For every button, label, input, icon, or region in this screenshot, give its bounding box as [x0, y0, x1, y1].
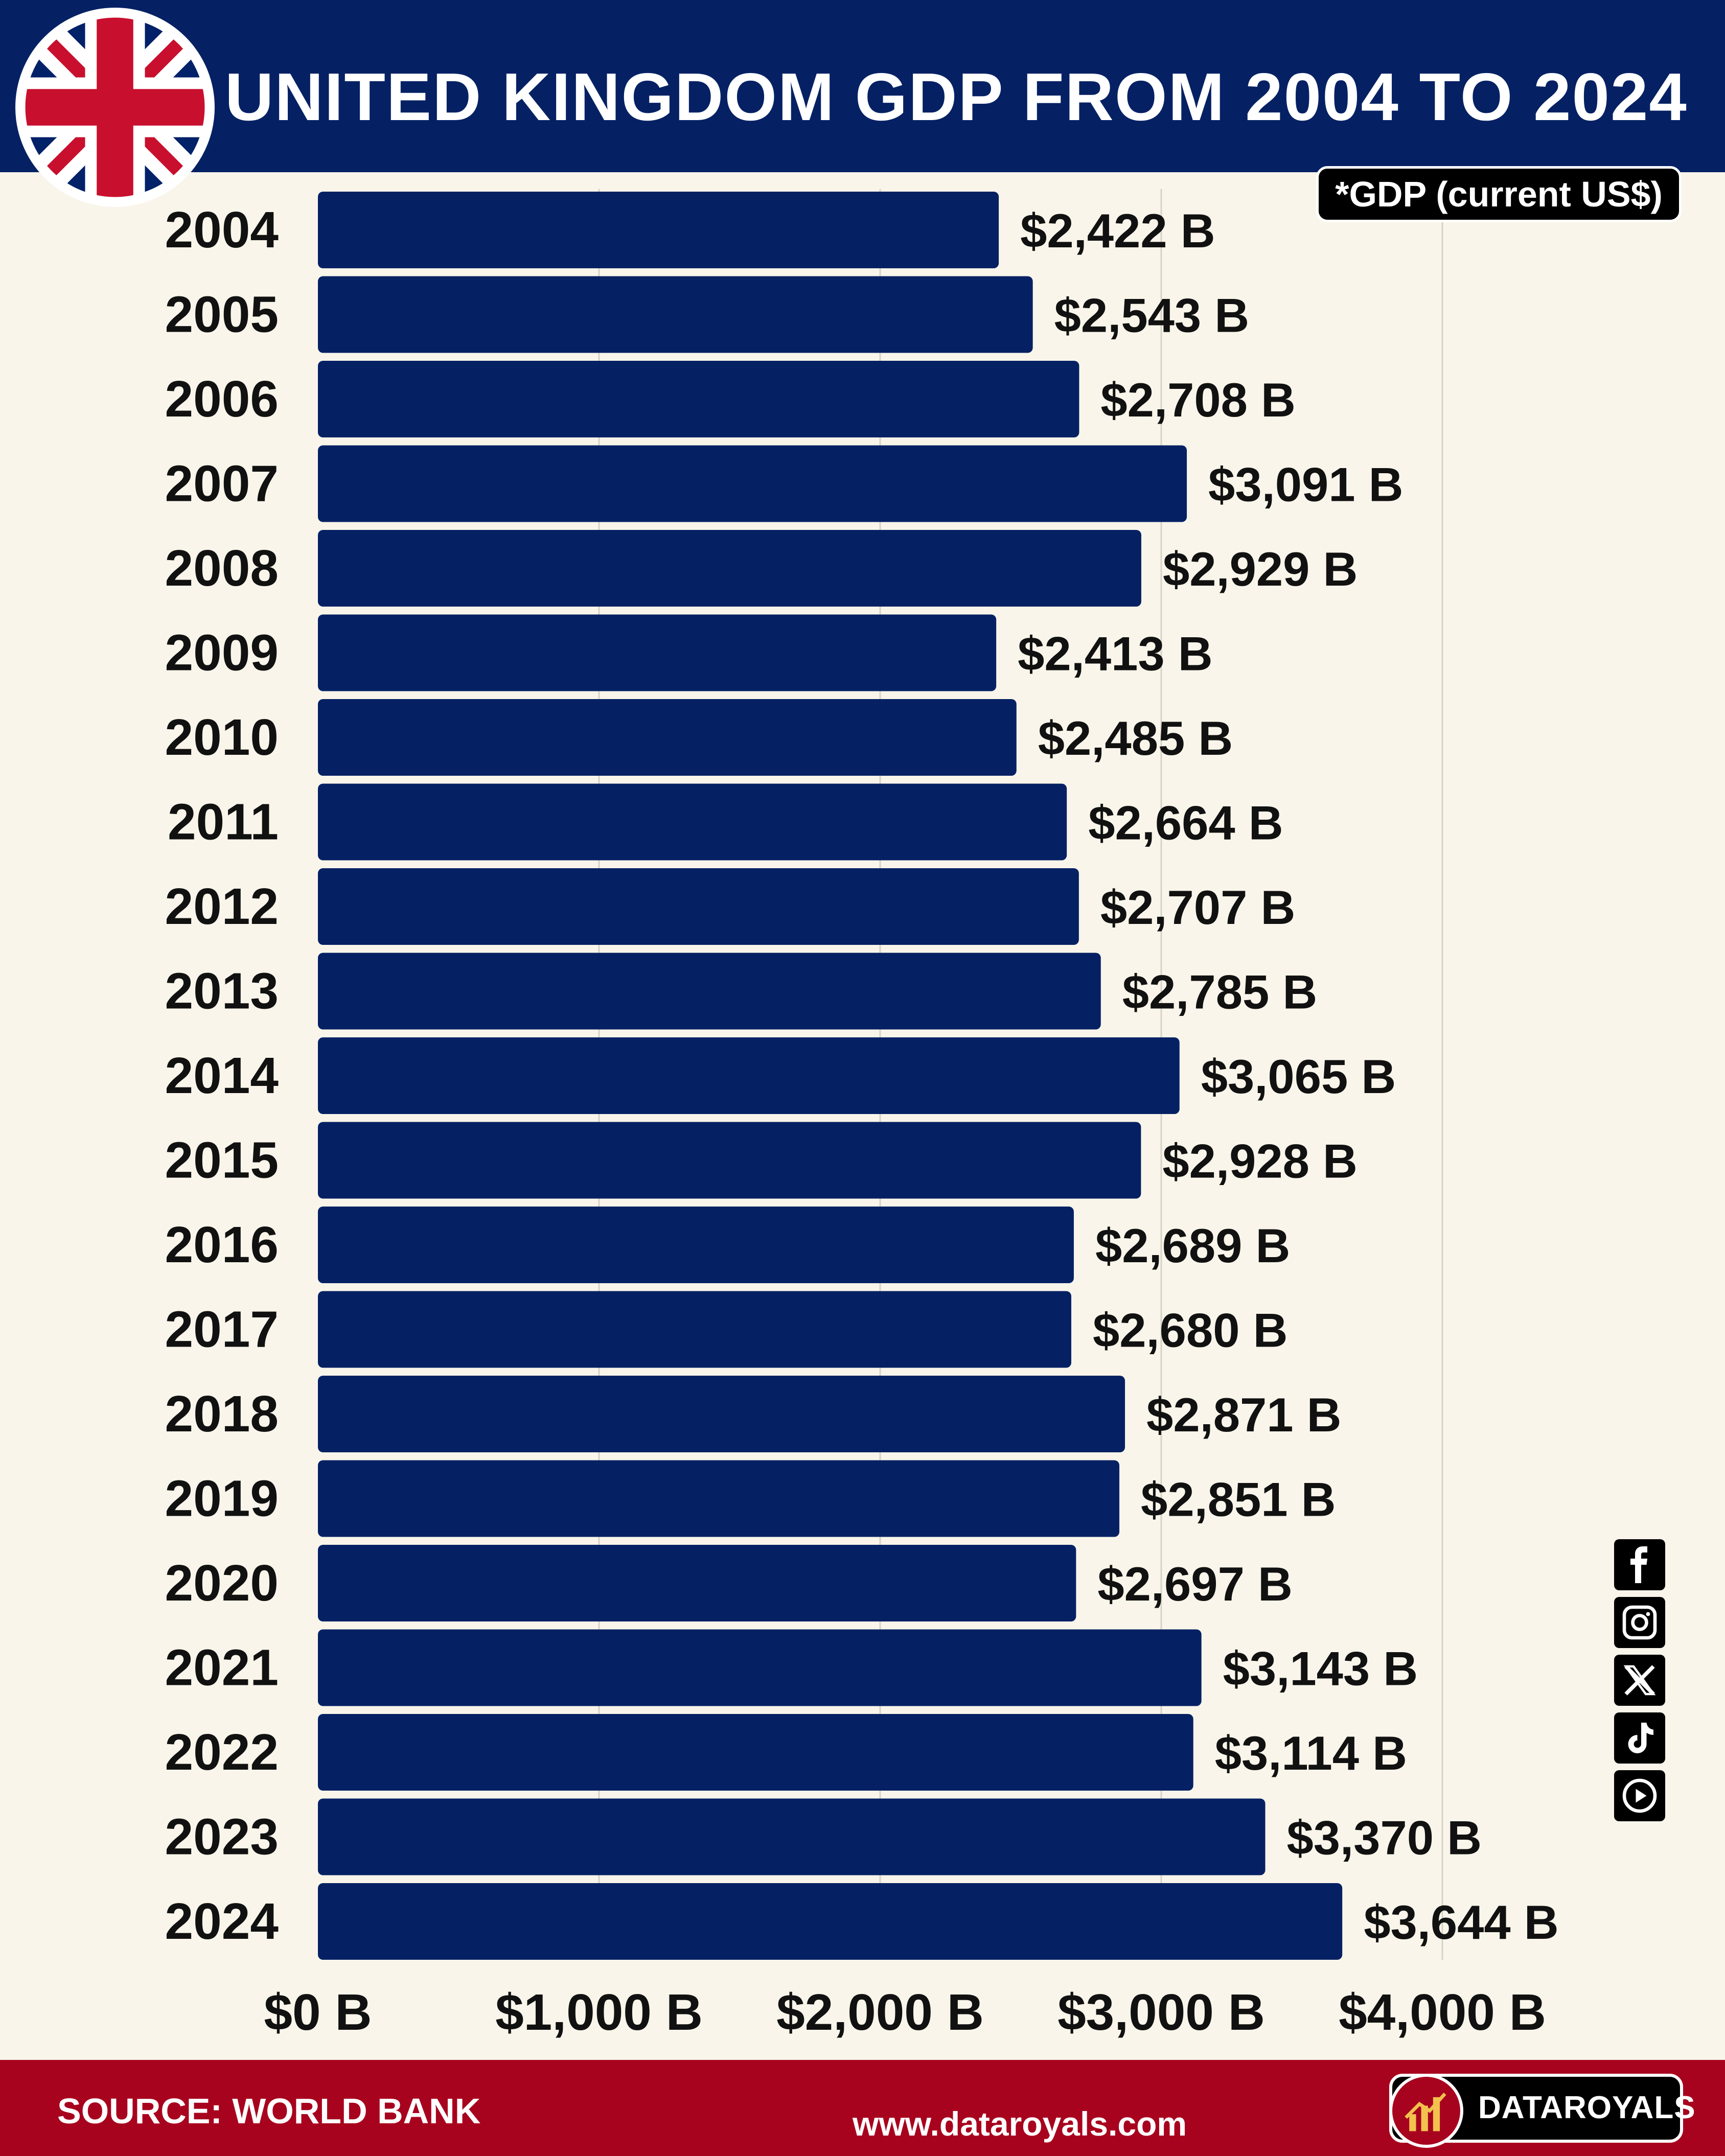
bar: [318, 868, 1079, 945]
bar: [318, 1291, 1071, 1368]
category-label: 2005: [165, 286, 279, 343]
category-label: 2008: [165, 540, 279, 597]
instagram-icon[interactable]: [1614, 1597, 1665, 1648]
youtube-icon[interactable]: [1614, 1770, 1665, 1821]
category-label: 2021: [165, 1639, 279, 1697]
category-label: 2004: [165, 201, 279, 259]
data-label: $2,697 B: [1097, 1557, 1293, 1611]
footer-bar: SOURCE: WORLD BANK www.dataroyals.com DA…: [0, 2060, 1725, 2156]
category-labels: 2004 2005 2006 2007 2008 2009 2010 2011 2012 2013…: [165, 201, 279, 1950]
bar: [318, 1629, 1202, 1706]
category-label: 2024: [165, 1893, 279, 1950]
category-label: 2007: [165, 455, 279, 513]
brand-name: DATAROYALS: [1478, 2090, 1696, 2125]
data-label: $2,422 B: [1020, 204, 1215, 258]
bar: [318, 953, 1101, 1030]
category-label: 2014: [165, 1047, 279, 1104]
uk-flag-icon: [15, 8, 215, 207]
category-label: 2011: [168, 794, 279, 851]
bar: [318, 530, 1141, 607]
data-label: $2,871 B: [1146, 1388, 1342, 1442]
bars: [318, 192, 1343, 1960]
bar: [318, 1122, 1141, 1199]
x-tick-label: $1,000 B: [495, 1984, 703, 2041]
page-title: UNITED KINGDOM GDP FROM 2004 TO 2024: [225, 59, 1688, 134]
tiktok-icon[interactable]: [1614, 1712, 1665, 1764]
category-label: 2018: [165, 1385, 279, 1443]
category-label: 2015: [165, 1132, 279, 1189]
category-label: 2010: [165, 709, 279, 766]
category-label: 2006: [165, 370, 279, 428]
x-axis-tick-labels: $0 B $1,000 B $2,000 B $3,000 B $4,000 B: [264, 1984, 1546, 2041]
category-label: 2023: [165, 1809, 279, 1866]
data-label: $2,485 B: [1038, 711, 1233, 765]
data-label: $2,929 B: [1163, 542, 1358, 596]
bar: [318, 276, 1033, 353]
data-label: $2,543 B: [1054, 289, 1250, 342]
bar: [318, 445, 1187, 522]
data-label: $2,708 B: [1100, 373, 1296, 427]
source-label: SOURCE: WORLD BANK: [57, 2091, 481, 2131]
category-label: 2013: [165, 963, 279, 1020]
bar: [318, 1037, 1180, 1114]
data-label: $2,851 B: [1141, 1473, 1336, 1526]
data-label: $3,114 B: [1215, 1726, 1407, 1780]
data-label: $2,680 B: [1093, 1304, 1288, 1357]
data-label: $3,370 B: [1287, 1811, 1482, 1865]
bar: [318, 699, 1017, 776]
bar: [318, 783, 1067, 861]
data-label: $2,664 B: [1088, 796, 1283, 850]
bar: [318, 1883, 1343, 1960]
category-label: 2012: [165, 878, 279, 935]
brand-chart-icon: [1389, 2074, 1463, 2148]
category-label: 2019: [165, 1470, 279, 1527]
data-label: $2,707 B: [1100, 880, 1296, 934]
data-label: $3,065 B: [1201, 1050, 1396, 1103]
x-tick-label: $0 B: [264, 1984, 372, 2041]
x-tick-label: $4,000 B: [1339, 1984, 1546, 2041]
bar: [318, 361, 1079, 437]
social-icons: [1614, 1539, 1668, 1828]
bar: [318, 1798, 1266, 1875]
x-tick-label: $2,000 B: [776, 1984, 984, 2041]
data-label: $2,928 B: [1162, 1134, 1358, 1188]
category-label: 2009: [165, 624, 279, 682]
bar: [318, 1545, 1076, 1621]
facebook-icon[interactable]: [1614, 1539, 1665, 1590]
header-bar: UNITED KINGDOM GDP FROM 2004 TO 2024: [0, 0, 1725, 172]
data-label: $2,413 B: [1018, 627, 1213, 681]
data-labels: $2,422 B $2,543 B $2,708 B $3,091 B $2,929 B…: [1018, 204, 1559, 1949]
x-icon[interactable]: [1614, 1655, 1665, 1706]
category-label: 2016: [165, 1216, 279, 1273]
bar: [318, 192, 999, 268]
bar: [318, 614, 997, 691]
data-label: $2,785 B: [1122, 965, 1318, 1019]
brand-logo: DATAROYALS: [1389, 2074, 1695, 2148]
x-tick-label: $3,000 B: [1057, 1984, 1265, 2041]
category-label: 2020: [165, 1555, 279, 1612]
data-label: $2,689 B: [1095, 1219, 1291, 1272]
data-label: $3,091 B: [1208, 458, 1404, 512]
bar: [318, 1376, 1125, 1452]
gdp-unit-badge: *GDP (current US$): [1316, 166, 1682, 222]
data-label: $3,143 B: [1223, 1642, 1418, 1696]
bar: [318, 1207, 1074, 1283]
website-link[interactable]: www.dataroyals.com: [853, 2105, 1187, 2143]
bar: [318, 1714, 1193, 1791]
category-label: 2022: [165, 1724, 279, 1781]
category-label: 2017: [165, 1301, 279, 1358]
data-label: $3,644 B: [1364, 1895, 1559, 1949]
bar: [318, 1460, 1120, 1537]
